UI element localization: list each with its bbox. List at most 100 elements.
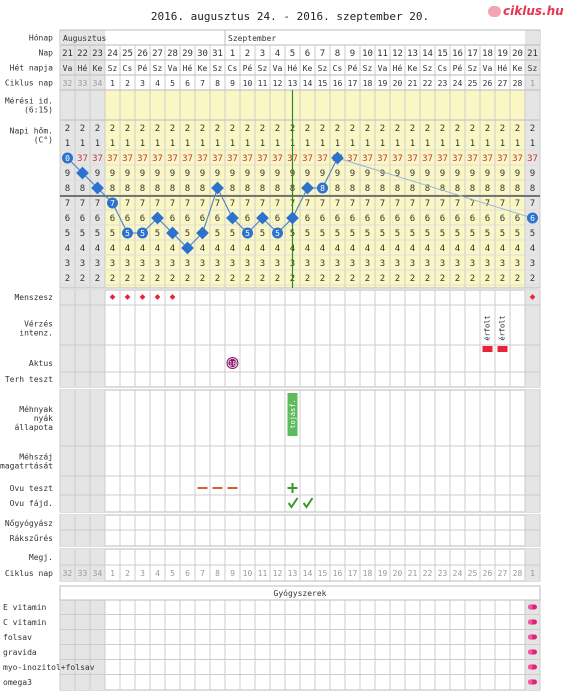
label-napi-hom-0: Napi hőm.: [10, 127, 53, 136]
cycle-day-bottom: 10: [243, 569, 253, 578]
temperature-point[interactable]: [166, 226, 179, 240]
temp-digit: 37: [497, 154, 508, 164]
day-number: 24: [107, 49, 118, 59]
cycle-day-bottom: 22: [423, 569, 433, 578]
day-number: 30: [197, 49, 208, 59]
weekday: Pé: [243, 63, 253, 73]
temp-digit: 3: [305, 259, 310, 269]
temperature-point[interactable]: [331, 151, 344, 165]
temperature-point[interactable]: [211, 181, 224, 195]
temp-digit: 1: [170, 139, 175, 149]
weekday: Ke: [303, 64, 313, 73]
bleeding-bar[interactable]: [482, 346, 493, 352]
temp-digit: 6: [485, 214, 490, 224]
temperature-point[interactable]: [286, 211, 299, 225]
weekday: Sz: [108, 64, 118, 73]
temperature-point-label: 7: [110, 199, 115, 208]
temp-digit: 6: [95, 214, 100, 224]
temp-digit: 4: [365, 244, 370, 254]
temp-digit: 6: [425, 214, 430, 224]
temp-digit: 2: [455, 274, 460, 284]
temp-digit: 37: [377, 154, 388, 164]
temp-digit: 2: [245, 274, 250, 284]
temp-digit: 1: [230, 139, 235, 149]
mehnyak-bar[interactable]: [287, 393, 298, 436]
temperature-point[interactable]: [91, 181, 104, 195]
cycle-day-bottom: 7: [200, 569, 205, 578]
menses-mark[interactable]: [124, 294, 131, 300]
temp-digit: 1: [500, 139, 505, 149]
temp-digit: 2: [95, 274, 100, 284]
temperature-point[interactable]: [527, 212, 538, 224]
temp-digit: 5: [440, 229, 445, 239]
temp-digit: 9: [350, 169, 355, 179]
temperature-point[interactable]: [62, 152, 73, 164]
temp-digit: 7: [515, 199, 520, 209]
temp-digit: 2: [245, 124, 250, 134]
temperature-point[interactable]: [272, 227, 283, 239]
temp-digit: 9: [365, 169, 370, 179]
temp-digit: 2: [500, 124, 505, 134]
temp-digit: 7: [155, 199, 160, 209]
temp-digit: 7: [320, 199, 325, 209]
bleeding-bar[interactable]: [497, 346, 508, 352]
temp-digit: 1: [275, 139, 280, 149]
temp-digit: 6: [65, 214, 70, 224]
temperature-point-label: 5: [125, 229, 130, 238]
cycle-day: 14: [303, 79, 313, 88]
temp-digit: 7: [140, 199, 145, 209]
temperature-point[interactable]: [226, 211, 239, 225]
temp-digit: 1: [110, 139, 115, 149]
temperature-point[interactable]: [151, 211, 164, 225]
cycle-day-bottom: 1: [110, 569, 115, 578]
temperature-point[interactable]: [76, 166, 89, 180]
temperature-point[interactable]: [107, 197, 118, 209]
temp-digit: 4: [320, 244, 325, 254]
temp-digit: 2: [425, 124, 430, 134]
temp-digit: 3: [335, 259, 340, 269]
cycle-day: 7: [200, 79, 205, 88]
cycle-day: 19: [378, 79, 388, 88]
ovu-pain-check-icon[interactable]: [302, 497, 314, 509]
ovu-pain-check-icon[interactable]: [287, 497, 299, 509]
temp-digit: 2: [365, 274, 370, 284]
temperature-point[interactable]: [122, 227, 133, 239]
aktus-icon[interactable]: [226, 357, 239, 369]
cycle-day: 5: [170, 79, 175, 88]
temp-digit: 2: [170, 274, 175, 284]
site-logo[interactable]: ciklus.hu: [488, 4, 564, 18]
bleeding-label: érfolt: [484, 315, 492, 340]
cycle-day: 10: [243, 79, 253, 88]
temperature-point[interactable]: [317, 182, 328, 194]
ovu-positive-mark[interactable]: [287, 483, 298, 493]
menses-mark[interactable]: [169, 294, 176, 300]
temperature-point[interactable]: [242, 227, 253, 239]
temp-digit: 1: [200, 139, 205, 149]
menses-mark[interactable]: [154, 294, 161, 300]
temp-digit: 2: [80, 274, 85, 284]
temp-digit: 9: [440, 169, 445, 179]
temperature-point[interactable]: [137, 227, 148, 239]
cycle-day-bottom: 15: [318, 569, 328, 578]
temp-digit: 4: [245, 244, 250, 254]
temperature-point[interactable]: [301, 181, 314, 195]
temperature-point[interactable]: [181, 241, 194, 255]
temp-digit: 5: [470, 229, 475, 239]
cycle-day-bottom: 28: [513, 569, 523, 578]
column-bg: [90, 290, 105, 387]
label-het-napja-0: Hét napja: [10, 63, 54, 73]
menses-mark[interactable]: [529, 294, 536, 300]
weekday: Cs: [438, 64, 448, 73]
temp-column-bg: [195, 90, 210, 288]
menses-mark[interactable]: [139, 294, 146, 300]
temperature-point[interactable]: [256, 211, 269, 225]
temp-digit: 8: [500, 184, 505, 194]
pill-icon-half: [528, 679, 533, 685]
temperature-point[interactable]: [196, 226, 209, 240]
temp-digit: 6: [515, 214, 520, 224]
day-number: 17: [467, 49, 478, 59]
temp-digit: 37: [257, 154, 268, 164]
temp-digit: 1: [260, 139, 265, 149]
menses-mark[interactable]: [109, 294, 116, 300]
temp-digit: 5: [80, 229, 85, 239]
